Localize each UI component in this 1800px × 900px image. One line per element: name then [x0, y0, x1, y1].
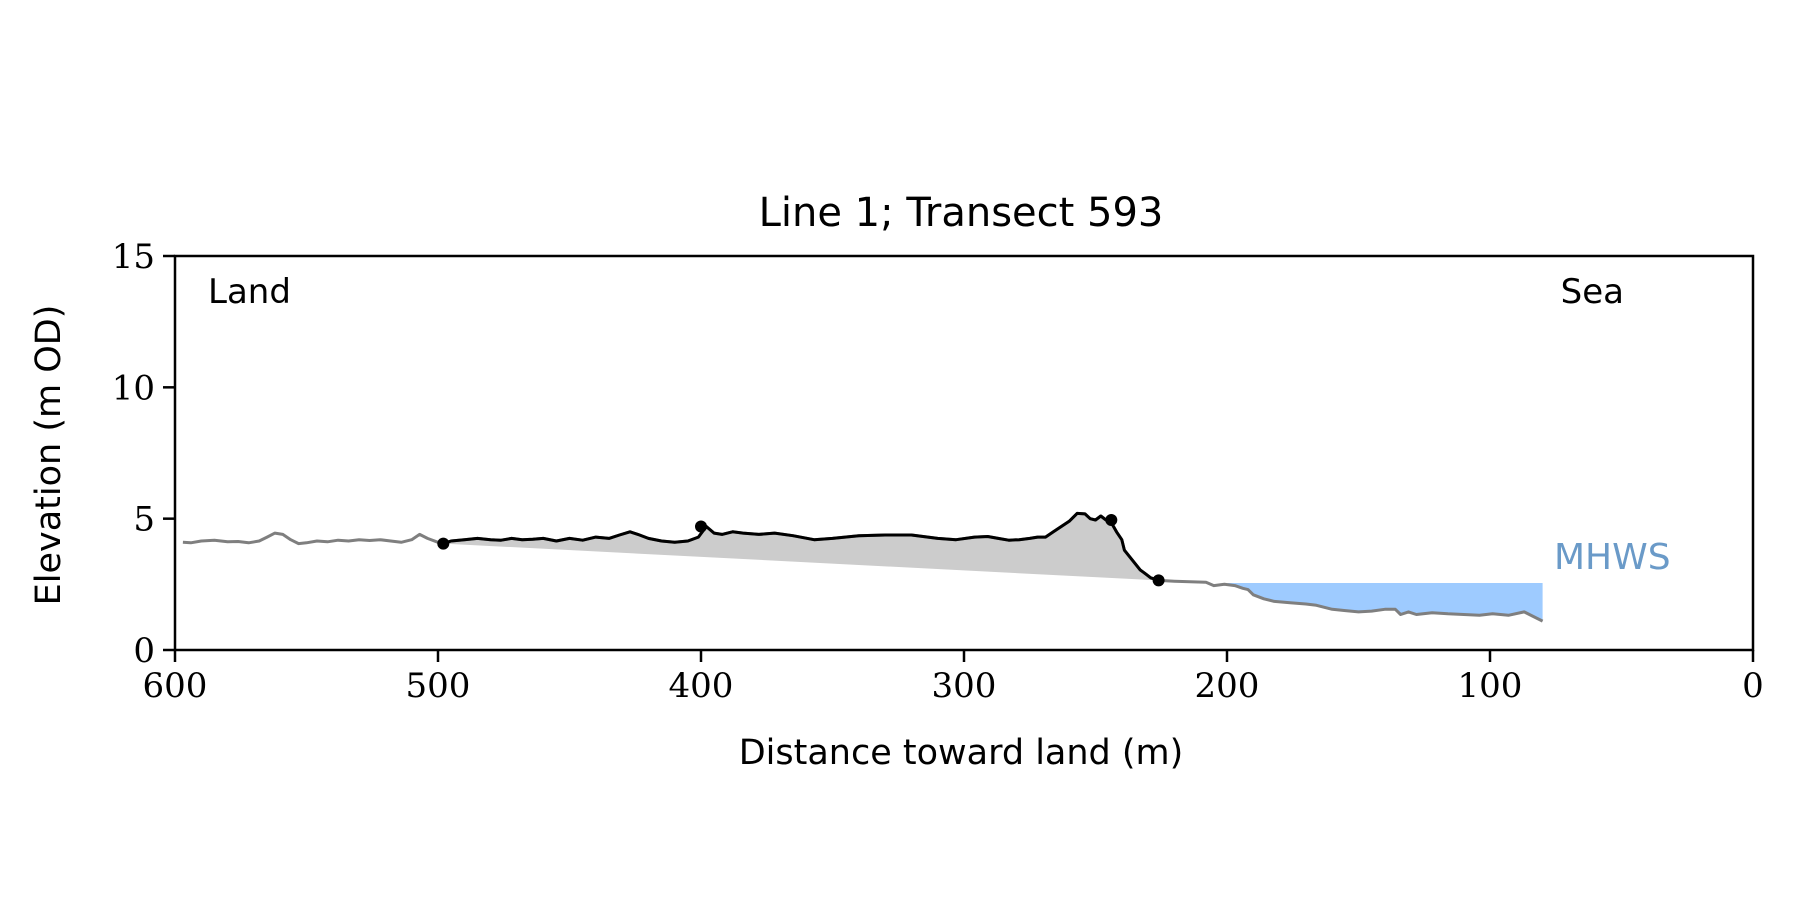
- x-tick-label-0: 0: [1742, 666, 1764, 706]
- y-tick-label-5: 5: [133, 500, 155, 540]
- dune-marker-1: [437, 537, 450, 550]
- dune-profile-line: [442, 511, 1160, 582]
- x-axis-label: Distance toward land (m): [739, 733, 1184, 773]
- dune-area-fill: [443, 513, 1159, 581]
- axes: 600 500 400 300 200 100 0 0 5 10 15: [112, 237, 1764, 706]
- land-annotation: Land: [208, 272, 291, 312]
- y-tick-label-10: 10: [112, 368, 155, 408]
- sea-annotation: Sea: [1561, 272, 1624, 312]
- plot-area: [182, 511, 1544, 623]
- mhws-water-fill: [1227, 583, 1543, 622]
- mhws-label: MHWS: [1554, 537, 1671, 578]
- x-tick-label-600: 600: [143, 666, 208, 706]
- y-axis-label: Elevation (m OD): [29, 305, 69, 606]
- x-tick-label-500: 500: [406, 666, 471, 706]
- y-tick-label-15: 15: [112, 237, 155, 277]
- x-tick-label-300: 300: [932, 666, 997, 706]
- x-tick-label-200: 200: [1195, 666, 1260, 706]
- dune-marker-2: [695, 520, 707, 533]
- x-tick-label-400: 400: [669, 666, 734, 706]
- dune-marker-4: [1152, 574, 1165, 587]
- y-tick-label-0: 0: [133, 631, 155, 671]
- x-tick-label-100: 100: [1458, 666, 1523, 706]
- dune-marker-3: [1105, 514, 1118, 526]
- chart-title: Line 1; Transect 593: [759, 190, 1164, 236]
